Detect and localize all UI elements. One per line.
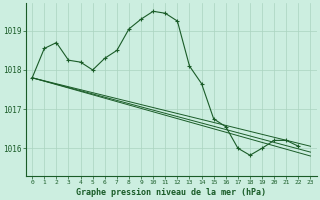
X-axis label: Graphe pression niveau de la mer (hPa): Graphe pression niveau de la mer (hPa) [76,188,266,197]
